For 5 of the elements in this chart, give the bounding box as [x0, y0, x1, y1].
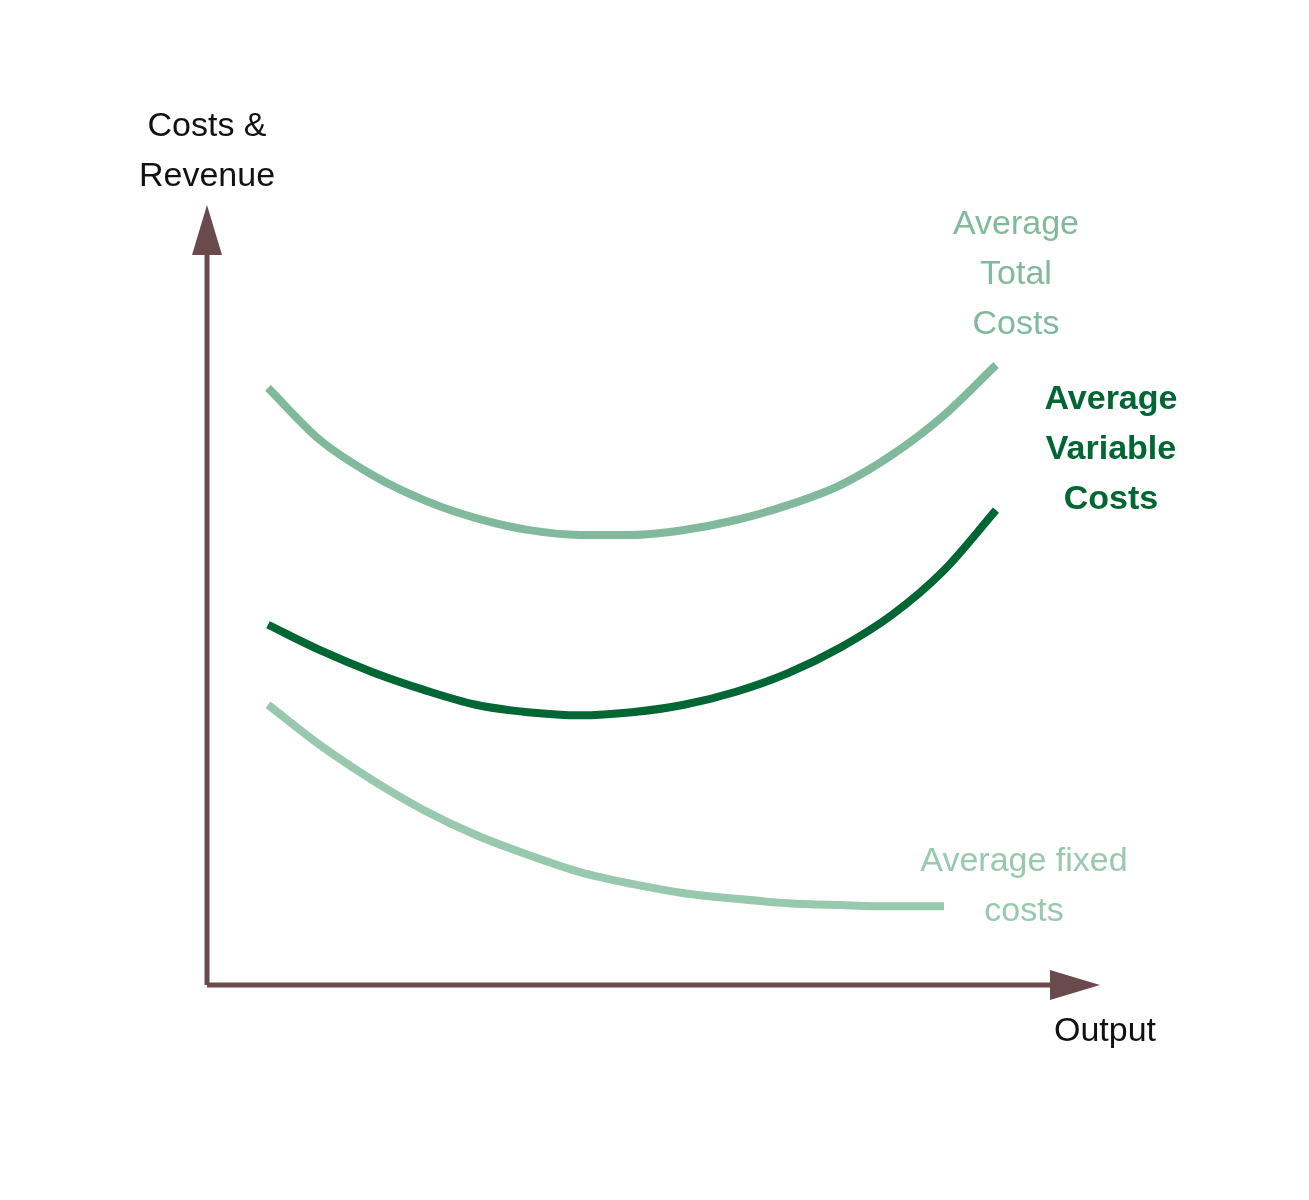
x-axis-title: Output	[1053, 1010, 1157, 1049]
series-label: Average Variable Costs	[1044, 378, 1178, 517]
series-label: Average Total Costs	[952, 203, 1080, 342]
series-label: Average fixed costs	[920, 839, 1128, 928]
text: Costs & Revenue	[138, 105, 276, 194]
